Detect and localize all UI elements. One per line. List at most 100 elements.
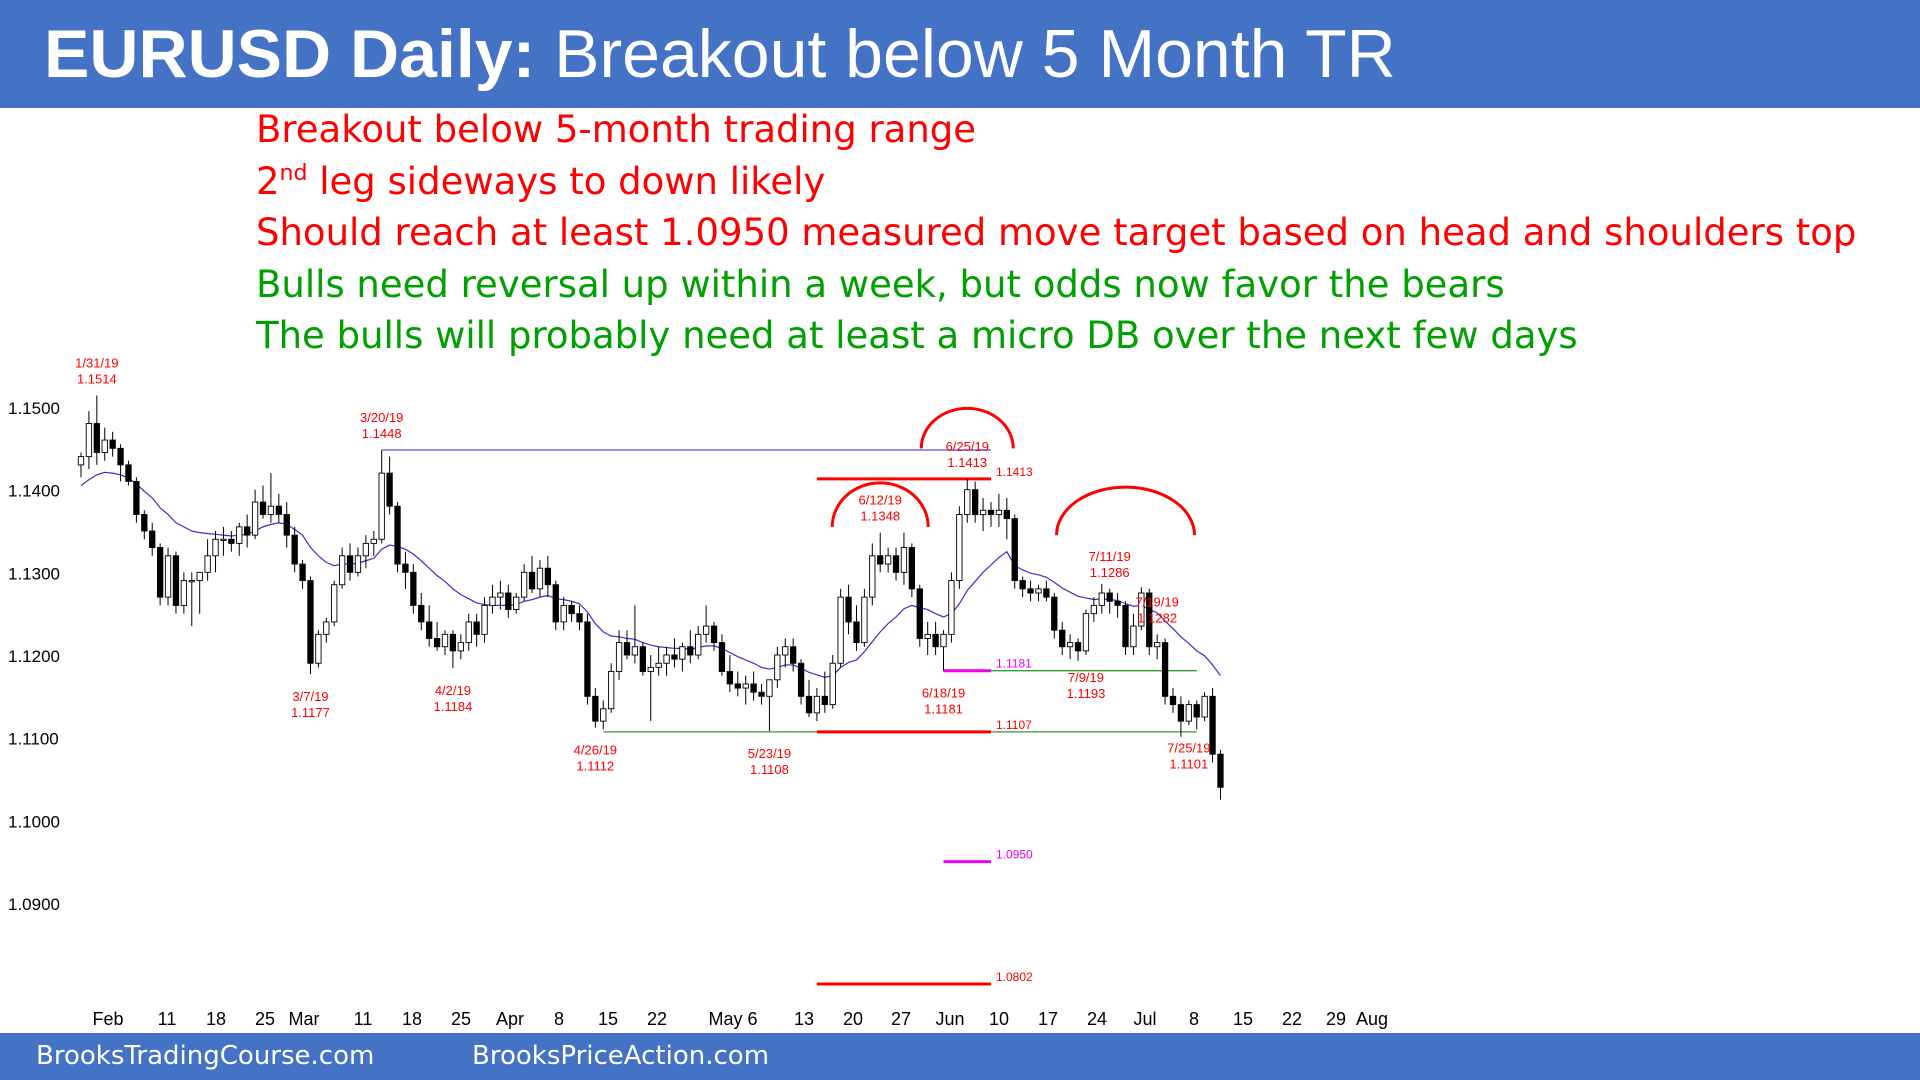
candle-body [299,563,306,582]
candle-body [623,642,631,656]
candle-body [718,642,726,672]
footer-bar: BrooksTradingCourse.com BrooksPriceActio… [0,1033,1920,1080]
candle-body [212,538,219,557]
candle-body [117,447,124,466]
candle-body [149,530,156,548]
candle-body [291,534,298,565]
candle-body [251,501,259,536]
head-arc [919,406,1015,449]
commentary-notes: Breakout below 5-month trading range 2nd… [256,104,1856,362]
x-tick-label: Feb [92,1009,123,1029]
y-tick-label: 1.1200 [8,647,60,666]
y-tick-label: 1.1300 [8,564,60,583]
candle-body [568,604,575,615]
candle-body [244,526,251,536]
candle-body [1043,588,1050,598]
candle-body [307,580,314,664]
swing-price-label: 1.1282 [1137,610,1177,625]
candle-body [805,695,813,714]
candle-body [995,509,1003,515]
chart-title: EURUSD Daily: Breakout below 5 Month TR [44,14,1396,94]
x-tick-label: 18 [402,1009,422,1029]
x-tick-label: Jun [935,1009,964,1029]
candle-body [845,596,852,623]
swing-date-label: 6/12/19 [859,493,902,508]
candle-body [631,646,639,656]
note-line-5: The bulls will probably need at least a … [256,314,1578,357]
candle-body [101,439,108,453]
swing-price-label: 1.1448 [362,426,402,441]
swing-price-label: 1.1413 [947,455,987,470]
y-tick-label: 1.1100 [8,730,59,749]
candle-body [433,638,441,648]
candle-body [1051,596,1058,631]
y-tick-label: 1.0900 [8,895,60,914]
candle-body [1003,509,1010,520]
y-tick-label: 1.1000 [8,812,60,831]
swing-price-label: 1.1181 [924,702,963,717]
candle-body [449,633,457,652]
x-tick-label: 25 [451,1009,471,1029]
swing-date-label: 5/23/19 [748,746,791,761]
candle-body [1201,695,1208,718]
x-tick-label: 29 [1326,1009,1346,1029]
swing-price-label: 1.1286 [1090,565,1130,580]
candle-body [1011,518,1018,582]
candle-body [536,567,544,590]
swing-price-label: 1.1348 [860,509,900,524]
swing-date-label: 7/25/19 [1167,740,1210,755]
candle-body [734,683,741,689]
candle-body [133,480,140,515]
note-line-1: Breakout below 5-month trading range [256,108,977,151]
x-tick-label: 22 [647,1009,667,1029]
line-price-label: 1.0950 [996,848,1033,862]
candle-body [956,514,963,582]
candle-body [141,514,148,532]
candle-body [1185,704,1192,722]
swing-price-label: 1.1101 [1169,756,1208,771]
candle-body [497,592,504,598]
title-bar: EURUSD Daily: Breakout below 5 Month TR [0,0,1920,108]
line-price-label: 1.1181 [996,657,1032,671]
candle-body [457,642,464,652]
swing-date-label: 3/20/19 [360,410,403,425]
candle-body [782,646,789,656]
candle-body [528,571,536,590]
candle-body [323,621,330,635]
x-tick-label: 11 [158,1009,177,1029]
note-line-3: Should reach at least 1.0950 measured mo… [256,211,1857,254]
swing-price-label: 1.1112 [576,759,614,774]
candle-body [109,439,116,449]
candle-body [726,671,734,685]
candle-body [861,596,868,644]
x-tick-label: 10 [989,1009,1009,1029]
candle-body [331,584,338,623]
candle-body [1035,588,1042,594]
candle-body [797,662,805,697]
candle-body [1059,629,1066,648]
candle-body [1138,592,1145,627]
title-rest: Breakout below 5 Month TR [554,16,1396,92]
candle-body [354,555,362,573]
candle-body [125,464,132,482]
candle-body [1209,695,1216,755]
candle-body [489,596,496,606]
candle-body [766,679,773,697]
left-shoulder-arc [830,481,930,527]
y-tick-label: 1.1400 [8,482,60,501]
candle-body [362,542,370,557]
swing-date-label: 3/7/19 [292,689,328,704]
candle-body [647,666,654,672]
candle-body [552,584,559,623]
x-tick-label: 20 [843,1009,863,1029]
candle-body [608,671,615,710]
candle-body [987,509,995,515]
candle-body [979,509,987,515]
x-tick-label: 15 [598,1009,618,1029]
candle-body [1098,592,1105,606]
x-tick-label: 27 [891,1009,911,1029]
note-line-2-sup: nd [279,160,308,186]
swing-price-label: 1.1184 [434,699,473,714]
note-line-4: Bulls need reversal up within a week, bu… [256,262,1505,306]
